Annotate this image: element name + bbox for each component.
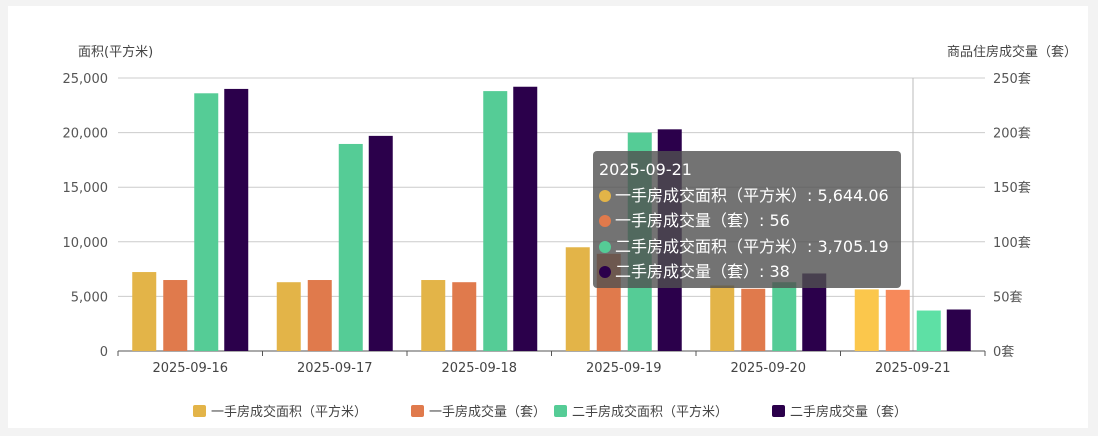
legend-item[interactable]: 一手房成交面积（平方米） — [211, 404, 367, 420]
x-tick-label: 2025-09-19 — [586, 361, 662, 376]
bar — [163, 280, 188, 351]
bar — [916, 310, 941, 351]
tooltip: 2025-09-21 一手房成交面积（平方米）: 5,644.06 一手房成交量… — [593, 151, 901, 288]
y-right-tick-label: 50套 — [993, 289, 1023, 305]
y-tick-label: 15,000 — [63, 181, 109, 196]
y-tick-label: 20,000 — [63, 127, 109, 142]
tooltip-row: 一手房成交量（套）: 56 — [615, 211, 790, 230]
y-tick-label: 25,000 — [63, 72, 109, 87]
series-dot-icon — [599, 189, 611, 202]
bar — [194, 93, 219, 352]
tooltip-row: 二手房成交量（套）: 38 — [615, 262, 790, 281]
bar — [368, 135, 393, 351]
legend-swatch — [411, 405, 424, 417]
bar — [452, 282, 477, 351]
y-right-tick-label: 200套 — [993, 126, 1031, 142]
chart-card — [8, 6, 1088, 428]
x-tick-label: 2025-09-20 — [730, 361, 806, 376]
y-axis-title: 面积(平方米) — [78, 44, 153, 60]
bar — [338, 143, 363, 351]
legend-item[interactable]: 二手房成交量（套） — [790, 404, 907, 420]
bar — [885, 289, 910, 351]
bar — [421, 280, 446, 351]
legend-item[interactable]: 二手房成交面积（平方米） — [572, 404, 728, 420]
y-right-tick-label: 150套 — [993, 180, 1031, 196]
series-dot-icon — [599, 240, 611, 253]
x-tick-label: 2025-09-17 — [297, 361, 373, 376]
legend-swatch — [193, 405, 206, 417]
bar — [276, 282, 301, 351]
y-right-axis-title: 商品住房成交量（套） — [947, 44, 1077, 60]
x-tick-label: 2025-09-18 — [441, 361, 517, 376]
bar — [854, 289, 879, 351]
y-tick-label: 10,000 — [63, 236, 109, 251]
bar — [710, 285, 735, 351]
y-right-tick-label: 250套 — [993, 71, 1031, 87]
series-dot-icon — [599, 215, 611, 227]
bar — [772, 282, 797, 351]
bar — [565, 247, 590, 351]
bar — [946, 309, 971, 351]
y-tick-label: 0 — [100, 345, 108, 360]
y-right-tick-label: 100套 — [993, 235, 1031, 251]
x-tick-label: 2025-09-16 — [152, 361, 228, 376]
series-dot-icon — [599, 266, 611, 278]
bar — [513, 86, 538, 352]
y-tick-label: 5,000 — [71, 290, 108, 305]
tooltip-title: 2025-09-21 — [599, 160, 692, 179]
bar — [307, 280, 332, 351]
bar — [132, 272, 157, 351]
y-right-tick-label: 0套 — [993, 344, 1014, 360]
bar — [224, 88, 249, 352]
legend-swatch — [554, 405, 567, 417]
legend-swatch — [772, 405, 785, 417]
x-tick-label: 2025-09-21 — [875, 361, 951, 376]
bar — [741, 288, 766, 351]
bar — [483, 91, 508, 351]
tooltip-row: 二手房成交面积（平方米）: 3,705.19 — [615, 236, 889, 256]
tooltip-row: 一手房成交面积（平方米）: 5,644.06 — [615, 185, 889, 205]
legend-item[interactable]: 一手房成交量（套） — [429, 404, 546, 420]
